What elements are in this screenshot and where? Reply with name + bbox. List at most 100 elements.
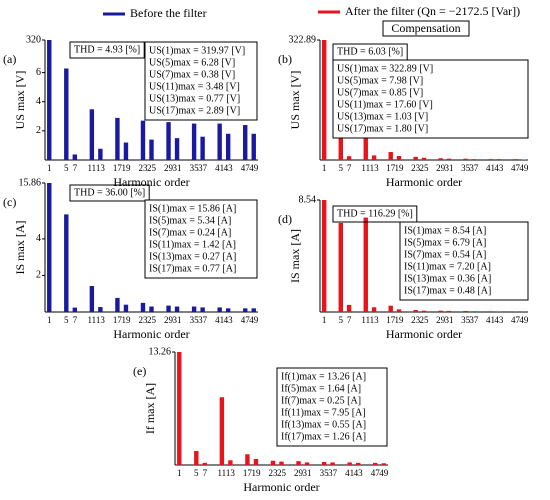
bar bbox=[192, 307, 196, 312]
x-tick-label: 25 bbox=[147, 163, 157, 173]
x-tick-label: 19 bbox=[395, 315, 405, 325]
x-axis-label: Harmonic order bbox=[386, 175, 462, 189]
bar bbox=[175, 307, 179, 312]
info-line: If(7)max = 0.25 [A] bbox=[281, 395, 361, 406]
bar bbox=[522, 311, 526, 312]
legend-after: After the filter (Qn = −2172.5 [Var]) bbox=[345, 4, 520, 18]
bar bbox=[64, 214, 68, 312]
info-line: IS(13)max = 0.27 [A] bbox=[149, 251, 236, 262]
x-tick-label: 5 bbox=[64, 315, 69, 325]
y-tick-label: 2 bbox=[36, 125, 41, 136]
bar bbox=[243, 125, 247, 160]
x-axis-label: Harmonic order bbox=[243, 480, 319, 494]
bar bbox=[322, 40, 326, 160]
x-tick-label: 19 bbox=[121, 163, 131, 173]
x-tick-label: 7 bbox=[73, 163, 78, 173]
bar bbox=[141, 303, 145, 312]
info-line: IS(17)max = 0.48 [A] bbox=[404, 285, 491, 296]
y-tick-label: 15.86 bbox=[19, 177, 42, 188]
info-line: US(1)max = 322.89 [V] bbox=[337, 63, 433, 74]
bar bbox=[192, 124, 196, 160]
info-line: IS(17)max = 0.77 [A] bbox=[149, 263, 236, 274]
x-tick-label: 1 bbox=[322, 163, 327, 173]
x-tick-label: 19 bbox=[395, 163, 405, 173]
bar bbox=[513, 311, 517, 312]
x-tick-label: 25 bbox=[147, 315, 157, 325]
x-tick-label: 13 bbox=[370, 315, 380, 325]
x-axis-label: Harmonic order bbox=[386, 327, 462, 341]
x-tick-label: 31 bbox=[444, 163, 453, 173]
bar bbox=[373, 463, 377, 465]
x-tick-label: 7 bbox=[347, 315, 352, 325]
bar bbox=[98, 307, 102, 312]
panel-label: (e) bbox=[133, 364, 146, 378]
panel-label: (c) bbox=[3, 195, 16, 209]
x-tick-label: 5 bbox=[339, 163, 344, 173]
info-line: US(11)max = 3.48 [V] bbox=[149, 81, 240, 92]
x-tick-label: 31 bbox=[303, 468, 312, 478]
info-line: If(1)max = 13.26 [A] bbox=[281, 371, 366, 382]
y-tick-label: 6 bbox=[36, 67, 41, 78]
bar bbox=[90, 109, 94, 160]
bar bbox=[149, 307, 153, 312]
bar bbox=[322, 200, 326, 312]
bar bbox=[296, 461, 300, 465]
x-tick-label: 37 bbox=[328, 468, 338, 478]
info-line: IS(11)max = 1.42 [A] bbox=[149, 239, 236, 250]
y-axis-label: IS max [A] bbox=[13, 221, 27, 275]
info-line: US(5)max = 7.98 [V] bbox=[337, 75, 423, 86]
x-tick-label: 37 bbox=[469, 315, 479, 325]
bar bbox=[226, 308, 230, 312]
thd-label: THD = 6.03 [%] bbox=[337, 46, 403, 57]
bar bbox=[271, 461, 275, 465]
bar bbox=[124, 305, 128, 312]
bar bbox=[226, 134, 230, 160]
x-tick-label: 7 bbox=[347, 163, 352, 173]
bar bbox=[200, 137, 204, 160]
x-tick-label: 1 bbox=[47, 163, 52, 173]
info-line: IS(13)max = 0.36 [A] bbox=[404, 273, 491, 284]
bar bbox=[472, 311, 476, 312]
y-axis-label: US max [V] bbox=[13, 71, 27, 130]
info-line: US(11)max = 17.60 [V] bbox=[337, 99, 433, 110]
y-tick-label: 8.54 bbox=[299, 194, 317, 205]
x-tick-label: 43 bbox=[224, 163, 234, 173]
bar bbox=[194, 451, 198, 465]
bar bbox=[497, 159, 501, 160]
bar bbox=[217, 124, 221, 160]
bar bbox=[203, 463, 207, 465]
bar bbox=[73, 308, 77, 312]
y-tick-label: 4 bbox=[36, 233, 41, 244]
bar bbox=[397, 309, 401, 312]
info-line: If(17)max = 1.26 [A] bbox=[281, 431, 366, 442]
bar bbox=[413, 310, 417, 312]
bar bbox=[372, 155, 376, 160]
bar bbox=[364, 218, 368, 312]
x-tick-label: 7 bbox=[73, 315, 78, 325]
info-line: US(17)max = 2.89 [V] bbox=[149, 105, 240, 116]
bar bbox=[254, 459, 258, 465]
bar bbox=[64, 68, 68, 160]
bar bbox=[220, 397, 224, 465]
info-line: IS(5)max = 6.79 [A] bbox=[404, 237, 486, 248]
bar bbox=[177, 352, 181, 465]
bar bbox=[166, 122, 170, 160]
y-tick-label: 322.89 bbox=[289, 34, 317, 45]
y-tick-label: 320 bbox=[26, 34, 41, 45]
info-line: US(7)max = 0.85 [V] bbox=[337, 87, 423, 98]
bar bbox=[463, 311, 467, 312]
x-tick-label: 5 bbox=[339, 315, 344, 325]
x-tick-label: 43 bbox=[354, 468, 364, 478]
x-tick-label: 7 bbox=[203, 468, 208, 478]
x-tick-label: 1 bbox=[47, 315, 52, 325]
bar bbox=[347, 462, 351, 465]
x-tick-label: 49 bbox=[519, 163, 529, 173]
x-tick-label: 13 bbox=[226, 468, 236, 478]
bar bbox=[488, 159, 492, 160]
bar bbox=[252, 308, 256, 312]
y-axis-label: US max [V] bbox=[288, 71, 302, 130]
x-tick-label: 31 bbox=[173, 315, 182, 325]
bar bbox=[513, 159, 517, 160]
info-line: IS(7)max = 0.24 [A] bbox=[149, 227, 231, 238]
